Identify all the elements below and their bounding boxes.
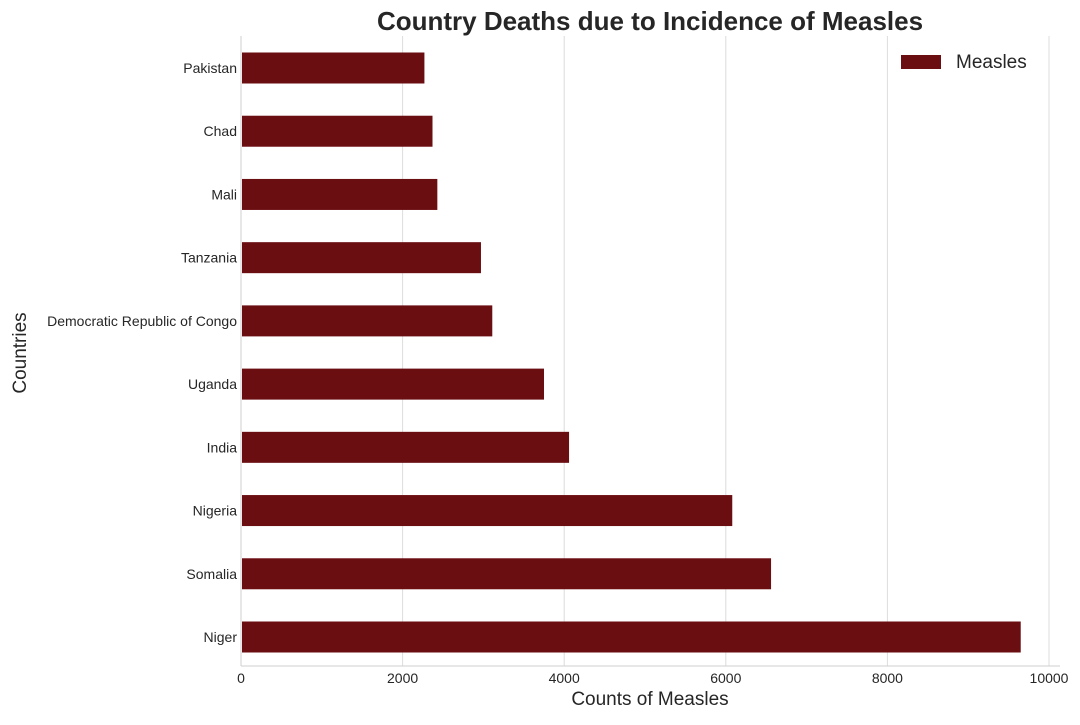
bar [242, 558, 772, 590]
x-tick-label: 2000 [387, 670, 418, 686]
bar [242, 52, 425, 84]
y-tick-label: Mali [211, 186, 237, 202]
legend-swatch [901, 55, 941, 69]
bar [242, 368, 544, 400]
y-tick-labels: Pakistan Chad Mali Tanzania Democratic Repub… [47, 60, 237, 645]
y-tick-label: Democratic Republic of Congo [47, 313, 237, 329]
x-tick-label: 0 [237, 670, 245, 686]
y-tick-label: Chad [204, 123, 237, 139]
x-tick-label: 4000 [549, 670, 580, 686]
axes [240, 36, 1060, 667]
bar [242, 115, 433, 147]
bar [242, 431, 570, 463]
bar [242, 305, 493, 337]
y-tick-label: Nigeria [193, 503, 238, 519]
x-axis-label: Counts of Measles [571, 689, 728, 710]
chart-title: Country Deaths due to Incidence of Measl… [377, 6, 923, 36]
y-tick-label: Niger [204, 629, 238, 645]
legend-label: Measles [956, 52, 1027, 73]
legend: Measles [901, 52, 1027, 73]
x-tick-label: 6000 [710, 670, 741, 686]
y-tick-label: Somalia [186, 566, 237, 582]
x-tick-label: 10000 [1030, 670, 1069, 686]
y-axis-label: Countries [10, 312, 31, 393]
bar [242, 495, 733, 527]
x-tick-label: 8000 [872, 670, 903, 686]
y-tick-label: Pakistan [183, 60, 237, 76]
y-tick-label: Uganda [188, 376, 237, 392]
y-tick-label: India [207, 439, 238, 455]
x-tick-labels: 0 2000 4000 6000 8000 10000 [237, 670, 1069, 686]
bar [242, 178, 438, 210]
y-tick-label: Tanzania [181, 250, 237, 266]
bars [242, 52, 1021, 653]
bar [242, 242, 481, 274]
bar [242, 621, 1021, 653]
